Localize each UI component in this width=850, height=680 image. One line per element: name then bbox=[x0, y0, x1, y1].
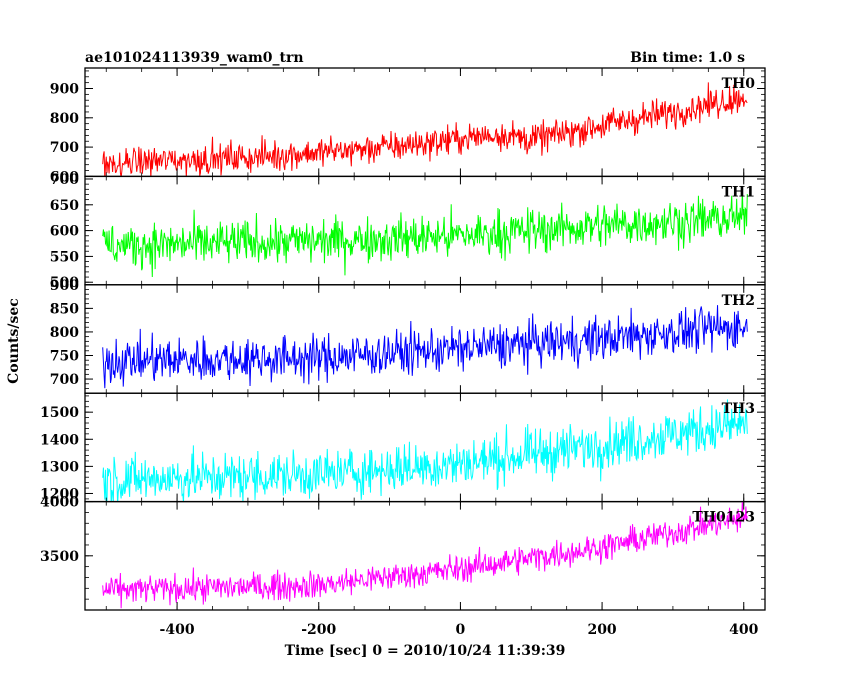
x-tick-label: -200 bbox=[301, 622, 336, 638]
bin-time-label: Bin time: 1.0 s bbox=[630, 50, 745, 66]
y-tick-label: 1300 bbox=[40, 459, 79, 475]
y-tick-label: 600 bbox=[50, 224, 79, 240]
y-tick-label: 850 bbox=[50, 301, 79, 317]
y-tick-label: 700 bbox=[50, 172, 79, 188]
panel-label-th0123: TH0123 bbox=[692, 510, 755, 526]
panel-label-th0: TH0 bbox=[722, 76, 756, 92]
panel-th3: 1200 1300 1400 1500 TH3 bbox=[40, 392, 766, 503]
y-tick-label: 4000 bbox=[40, 495, 79, 511]
series-th2-line bbox=[102, 305, 748, 389]
series-th0123-line bbox=[102, 501, 748, 609]
y-tick-label: 1400 bbox=[40, 432, 79, 448]
y-tick-label: 700 bbox=[50, 372, 79, 388]
y-tick-label: 1500 bbox=[40, 405, 79, 421]
panel-th2: 700 750 800 850 900 TH2 bbox=[50, 278, 766, 394]
y-tick-label: 650 bbox=[50, 198, 79, 214]
x-axis-label: Time [sec] 0 = 2010/10/24 11:39:39 bbox=[285, 643, 566, 659]
panel-label-th2: TH2 bbox=[722, 293, 755, 309]
panel-frame bbox=[84, 392, 766, 503]
x-tick-label: 200 bbox=[587, 622, 616, 638]
panel-label-th1: TH1 bbox=[722, 184, 755, 200]
y-axis-label: Counts/sec bbox=[6, 298, 22, 384]
y-tick-label: 700 bbox=[50, 140, 79, 156]
panel-th0123: 3500 4000 TH0123 bbox=[40, 495, 766, 611]
y-tick-label: 1200 bbox=[40, 486, 79, 502]
series-th0-line bbox=[102, 82, 748, 177]
x-tick-label: 0 bbox=[456, 622, 466, 638]
y-tick-label: 500 bbox=[50, 275, 79, 291]
figure-title: ae101024113939_wam0_trn bbox=[85, 50, 304, 66]
y-tick-label: 550 bbox=[50, 249, 79, 265]
panel-th1: 500 550 600 650 700 TH1 bbox=[50, 172, 766, 291]
y-tick-label: 3500 bbox=[40, 549, 79, 565]
y-tick-label: 900 bbox=[50, 82, 79, 98]
y-tick-label: 800 bbox=[50, 325, 79, 341]
y-tick-label: 800 bbox=[50, 111, 79, 127]
panel-frame bbox=[84, 500, 766, 611]
series-th3-line bbox=[102, 399, 748, 502]
y-tick-label: 750 bbox=[50, 348, 79, 364]
y-tick-label: 600 bbox=[50, 169, 79, 185]
panel-label-th3: TH3 bbox=[722, 401, 755, 417]
panel-frame bbox=[84, 284, 766, 394]
x-tick-label: -400 bbox=[160, 622, 195, 638]
series-th1-line bbox=[102, 189, 748, 278]
y-tick-label: 900 bbox=[50, 278, 79, 294]
x-tick-label: 400 bbox=[729, 622, 758, 638]
